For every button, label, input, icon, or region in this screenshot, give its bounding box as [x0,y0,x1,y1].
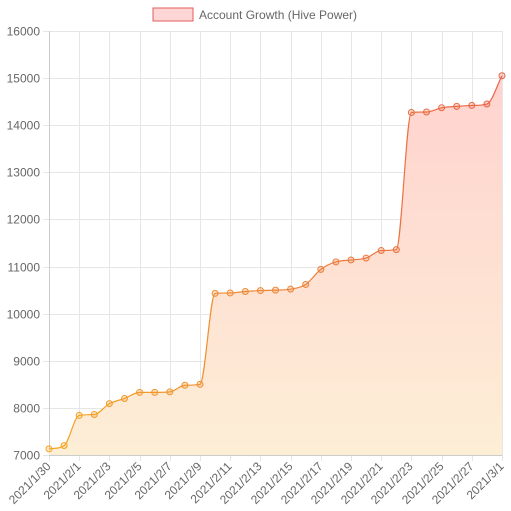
data-point[interactable] [377,247,385,255]
data-point[interactable] [468,101,476,109]
chart-legend[interactable]: Account Growth (Hive Power) [152,7,357,22]
data-point[interactable] [287,285,295,293]
x-tick-label: 2021/1/30 [6,459,54,507]
data-point[interactable] [226,289,234,297]
data-point[interactable] [166,388,174,396]
data-point[interactable] [45,445,53,453]
legend-label: Account Growth (Hive Power) [199,8,357,22]
data-point[interactable] [60,442,68,450]
y-tick-label: 8000 [13,402,40,416]
y-tick-label: 7000 [13,449,40,463]
y-tick-label: 15000 [7,72,41,86]
y-tick-label: 16000 [7,25,41,39]
data-point[interactable] [105,400,113,408]
data-point[interactable] [136,388,144,396]
data-point[interactable] [498,72,506,80]
data-point[interactable] [483,100,491,108]
y-tick-label: 13000 [7,166,41,180]
data-point[interactable] [151,388,159,396]
data-point[interactable] [256,287,264,295]
x-axis: 2021/1/302021/2/12021/2/32021/2/52021/2/… [6,455,507,507]
data-point[interactable] [181,381,189,389]
data-point[interactable] [272,286,279,294]
series-area-fill [49,75,502,455]
data-point[interactable] [392,246,400,254]
data-point[interactable] [332,258,340,266]
y-tick-label: 14000 [7,119,41,133]
data-point[interactable] [241,288,249,296]
y-tick-label: 10000 [7,308,41,322]
data-point[interactable] [302,280,310,288]
data-point[interactable] [347,256,355,264]
data-point[interactable] [211,289,219,297]
data-point[interactable] [438,104,446,112]
data-point[interactable] [75,411,83,419]
y-tick-label: 12000 [7,213,41,227]
data-point[interactable] [423,108,430,116]
data-point[interactable] [407,109,415,117]
series-line [48,75,503,450]
legend-swatch [152,7,194,22]
y-tick-label: 9000 [13,355,40,369]
series-account-growth [45,72,506,455]
data-point[interactable] [121,394,128,402]
data-point[interactable] [362,254,370,262]
data-point[interactable] [90,410,98,418]
data-point[interactable] [317,265,325,273]
y-axis: 7000 8000 9000 10000 11000 12000 13000 14000 150… [7,25,50,463]
data-point[interactable] [453,102,461,110]
y-tick-label: 11000 [8,261,41,275]
data-point[interactable] [196,380,204,388]
